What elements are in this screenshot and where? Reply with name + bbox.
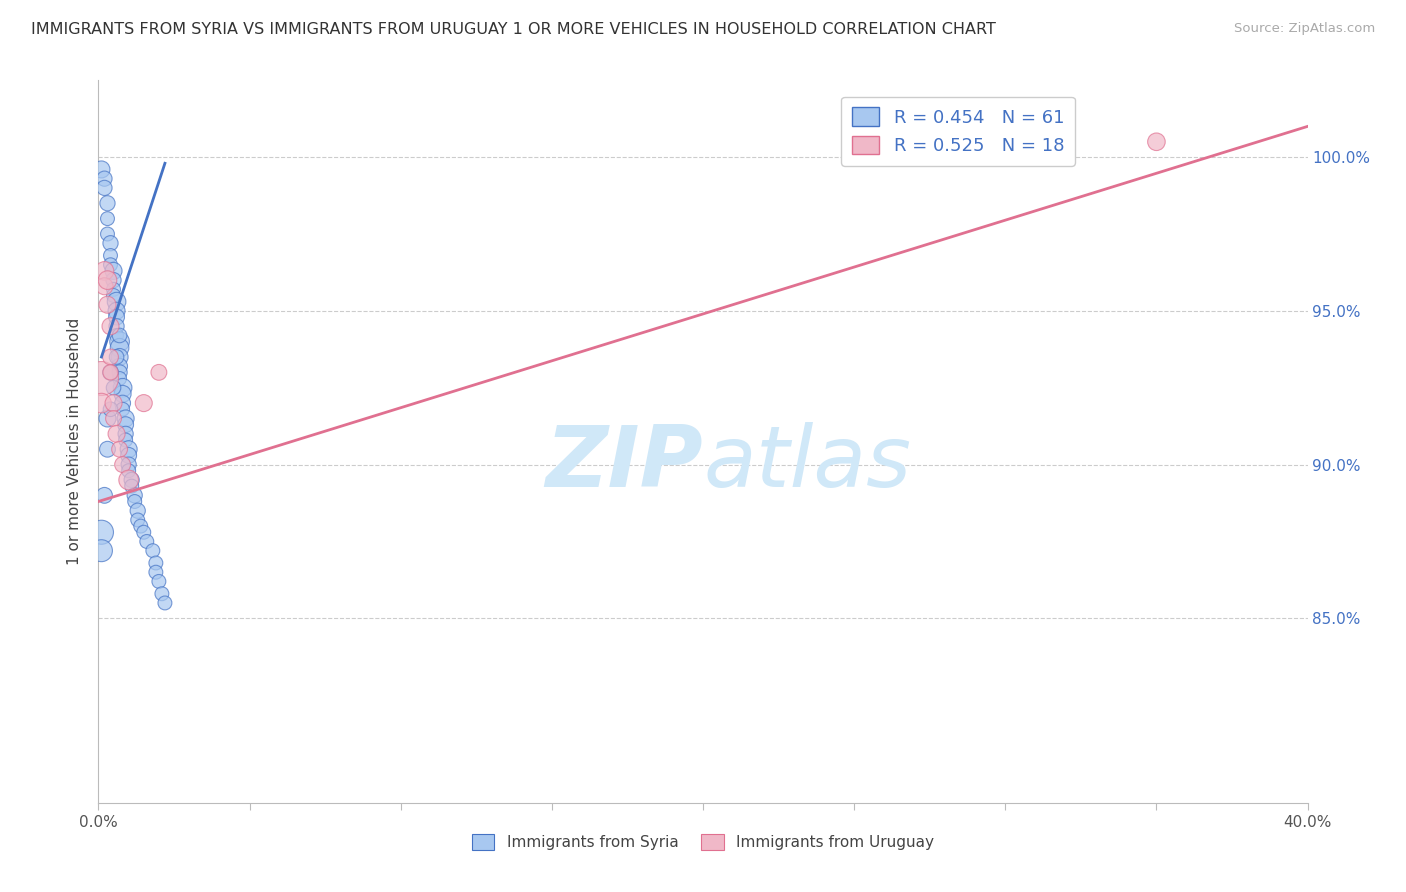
Point	[100, 248, 122, 262]
Text: Source: ZipAtlas.com: Source: ZipAtlas.com	[1234, 22, 1375, 36]
Point	[111, 458, 134, 472]
Point	[105, 328, 128, 343]
Point	[90, 525, 112, 540]
Point	[108, 334, 131, 349]
Point	[96, 196, 118, 211]
Point	[118, 442, 141, 457]
Text: IMMIGRANTS FROM SYRIA VS IMMIGRANTS FROM URUGUAY 1 OR MORE VEHICLES IN HOUSEHOLD: IMMIGRANTS FROM SYRIA VS IMMIGRANTS FROM…	[31, 22, 995, 37]
Point	[108, 371, 131, 385]
Point	[96, 411, 118, 425]
Point	[114, 411, 136, 425]
Point	[118, 449, 141, 463]
Point	[142, 543, 165, 558]
Point	[100, 319, 122, 334]
Point	[100, 365, 122, 379]
Point	[103, 273, 125, 287]
Point	[148, 574, 170, 589]
Point	[111, 396, 134, 410]
Point	[118, 458, 141, 472]
Point	[108, 359, 131, 374]
Point	[105, 294, 128, 309]
Point	[127, 504, 149, 518]
Text: ZIP: ZIP	[546, 422, 703, 505]
Point	[105, 310, 128, 324]
Point	[103, 411, 125, 425]
Legend: Immigrants from Syria, Immigrants from Uruguay: Immigrants from Syria, Immigrants from U…	[465, 829, 941, 856]
Point	[108, 328, 131, 343]
Point	[135, 534, 157, 549]
Point	[90, 371, 112, 385]
Point	[96, 442, 118, 457]
Point	[103, 282, 125, 296]
Point	[1144, 135, 1167, 149]
Point	[103, 288, 125, 302]
Point	[93, 181, 115, 195]
Point	[103, 381, 125, 395]
Point	[93, 488, 115, 502]
Point	[90, 162, 112, 177]
Point	[150, 587, 173, 601]
Point	[118, 473, 141, 487]
Point	[93, 264, 115, 278]
Point	[105, 319, 128, 334]
Point	[93, 171, 115, 186]
Point	[127, 513, 149, 527]
Point	[100, 402, 122, 417]
Point	[118, 464, 141, 478]
Point	[145, 556, 167, 570]
Point	[153, 596, 176, 610]
Point	[111, 402, 134, 417]
Point	[93, 279, 115, 293]
Point	[90, 396, 112, 410]
Point	[108, 350, 131, 364]
Point	[100, 236, 122, 251]
Point	[108, 442, 131, 457]
Y-axis label: 1 or more Vehicles in Household: 1 or more Vehicles in Household	[67, 318, 83, 566]
Point	[96, 298, 118, 312]
Point	[145, 565, 167, 579]
Point	[90, 543, 112, 558]
Point	[105, 426, 128, 441]
Point	[105, 350, 128, 364]
Point	[114, 426, 136, 441]
Point	[100, 365, 122, 379]
Point	[129, 519, 152, 533]
Point	[132, 525, 155, 540]
Point	[96, 273, 118, 287]
Point	[111, 387, 134, 401]
Point	[114, 417, 136, 432]
Point	[108, 365, 131, 379]
Point	[103, 264, 125, 278]
Point	[148, 365, 170, 379]
Point	[124, 494, 146, 508]
Point	[121, 473, 143, 487]
Point	[124, 488, 146, 502]
Point	[121, 479, 143, 493]
Point	[100, 258, 122, 272]
Point	[96, 227, 118, 241]
Point	[100, 350, 122, 364]
Point	[103, 396, 125, 410]
Point	[111, 381, 134, 395]
Point	[96, 211, 118, 226]
Point	[108, 341, 131, 355]
Text: atlas: atlas	[703, 422, 911, 505]
Point	[132, 396, 155, 410]
Point	[114, 433, 136, 447]
Point	[105, 304, 128, 318]
